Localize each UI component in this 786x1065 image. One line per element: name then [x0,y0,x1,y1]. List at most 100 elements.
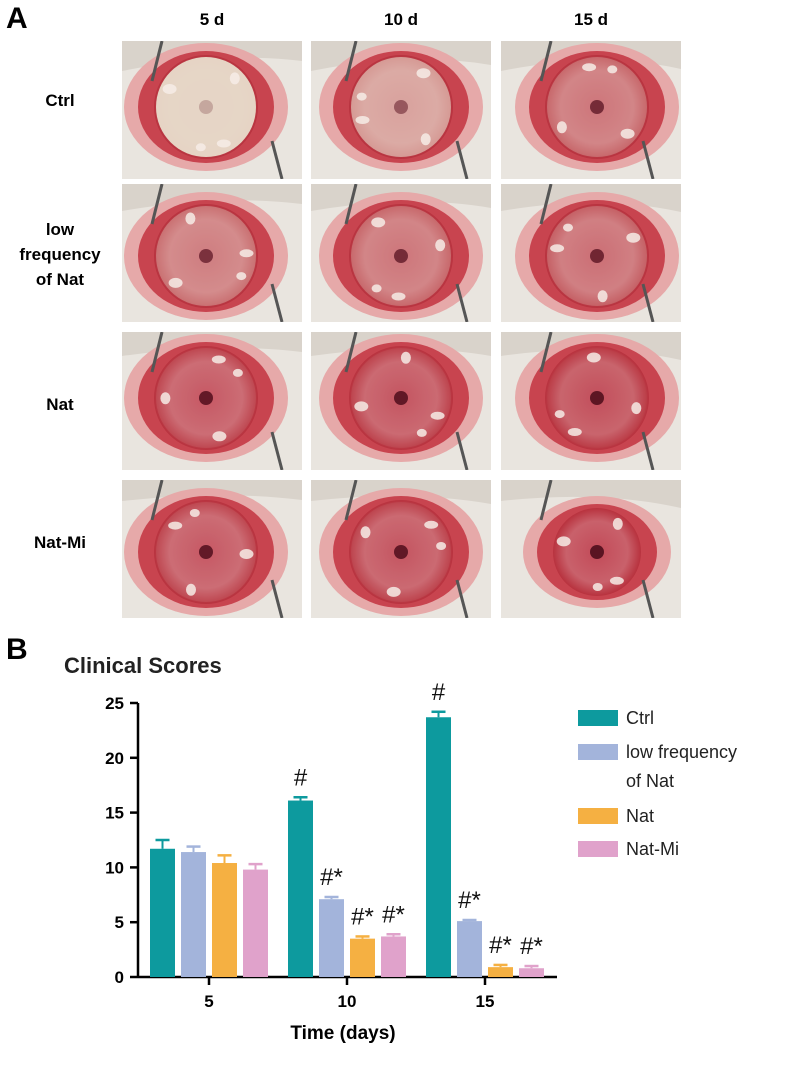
pupil [394,100,408,114]
opacity-spot [400,351,411,364]
legend-label-line: Ctrl [626,708,654,728]
opacity-spot [556,121,567,134]
bar [288,800,313,977]
legend-swatch [578,744,618,760]
pupil [199,249,213,263]
significance-marker: # [294,764,308,791]
opacity-spot [371,284,382,293]
bar [457,921,482,977]
opacity-spot [612,517,623,530]
opacity-spot [416,68,431,79]
legend-label: Nat [626,802,654,831]
opacity-spot [626,232,641,243]
row-label-line: frequency [19,245,101,264]
eye-photo [122,184,302,322]
x-axis-label: Time (days) [290,1023,395,1044]
pupil [590,249,604,263]
significance-marker: #* [320,864,343,891]
legend-label: low frequency of Nat [626,738,737,796]
legend-label-line: of Nat [626,771,675,791]
row-label-nat: Nat [0,392,120,417]
opacity-spot [236,272,247,281]
pupil [590,100,604,114]
opacity-spot [582,63,597,72]
opacity-spot [239,549,254,559]
speculum-wire [539,480,553,521]
opacity-spot [195,143,206,152]
opacity-spot [354,401,369,412]
eye-photo [311,480,491,618]
row-label-line: of Nat [35,270,85,289]
bar [150,848,175,977]
opacity-spot [424,520,439,529]
pupil [199,100,213,114]
row-label-nat-mi: Nat-Mi [0,530,120,555]
row-label-low-frequency: low frequency of Nat [0,217,120,292]
column-header-5d: 5 d [199,10,225,29]
pupil [394,249,408,263]
legend-label: Ctrl [626,704,654,733]
opacity-spot [168,521,183,530]
speculum-wire [455,579,469,618]
significance-marker: #* [458,887,481,914]
bar [212,863,237,977]
opacity-spot [436,542,447,550]
eye-photo [311,184,491,322]
eye-photo [501,480,681,618]
opacity-spot [607,65,618,74]
bar [319,899,344,977]
opacity-spot [597,290,608,303]
row-label-line: Nat-Mi [34,533,86,552]
bar [519,968,544,977]
opacity-spot [232,368,243,377]
opacity-spot [185,212,196,225]
panel-b-letter: B [6,633,28,666]
eye-photo [122,332,302,470]
speculum-wire [641,283,655,322]
legend-label-line: low frequency [626,742,738,762]
significance-marker: # [432,679,446,706]
speculum-wire [270,579,284,618]
legend-swatch [578,841,618,857]
x-tick-label: 15 [476,992,495,1011]
opacity-spot [186,583,196,596]
opacity-spot [592,583,603,591]
pupil [394,391,408,405]
opacity-spot [360,526,371,539]
row-label-line: Nat [46,395,74,414]
opacity-spot [356,92,367,101]
opacity-spot [554,410,565,419]
speculum-wire [270,140,284,179]
opacity-spot [239,249,254,258]
bar [243,869,268,977]
opacity-spot [189,509,200,517]
opacity-spot [620,128,635,139]
panel-a-letter: A [6,2,28,35]
opacity-spot [216,139,231,148]
opacity-spot [211,355,226,364]
significance-marker: #* [520,933,543,960]
opacity-spot [631,402,642,415]
speculum-wire [539,41,553,82]
y-tick-label: 25 [105,694,124,713]
bar [426,717,451,977]
x-tick-label: 5 [204,992,213,1011]
x-tick-label: 10 [338,992,357,1011]
eye-photo [311,332,491,470]
legend-label-line: Nat-Mi [626,839,679,859]
speculum-wire [150,41,164,82]
eye-photo [311,41,491,179]
opacity-spot [556,536,571,547]
legend-label: Nat-Mi [626,835,679,864]
legend-swatch [578,808,618,824]
bar [488,967,513,977]
eye-photo [122,480,302,618]
clinical-scores-chart: Clinical Scores 0 5 10 15 20 25 5 10 # #* #* #* 15 # #*… [64,653,557,1044]
speculum-wire [344,184,358,225]
opacity-spot [355,116,370,124]
row-label-line: low [45,220,75,239]
significance-marker: #* [489,932,512,959]
opacity-spot [430,411,445,420]
column-header-15d: 15 d [573,10,609,29]
speculum-wire [150,332,164,373]
